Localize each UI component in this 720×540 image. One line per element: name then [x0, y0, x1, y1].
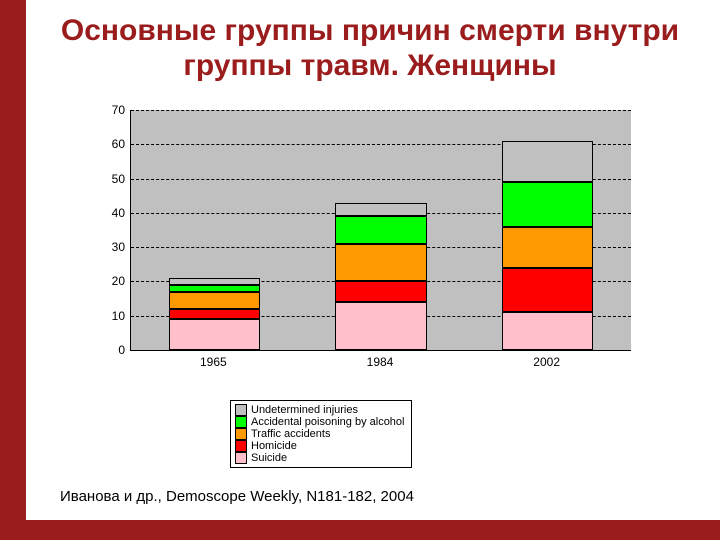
citation: Иванова и др., Demoscope Weekly, N181-18… — [60, 488, 414, 505]
legend-swatch — [235, 416, 247, 428]
y-tick-label: 20 — [90, 274, 125, 288]
bar-segment-suicide — [169, 319, 261, 350]
legend-swatch — [235, 440, 247, 452]
y-tick-label: 40 — [90, 206, 125, 220]
legend-item: Suicide — [235, 452, 405, 464]
y-tick-label: 50 — [90, 172, 125, 186]
legend-label: Homicide — [251, 440, 297, 452]
bar-group — [502, 141, 594, 350]
bar-segment-homicide — [169, 309, 261, 319]
legend-item: Traffic accidents — [235, 428, 405, 440]
legend-swatch — [235, 452, 247, 464]
plot-area — [130, 110, 631, 351]
slide-accent-bottom — [0, 520, 720, 540]
bar-segment-traffic — [169, 292, 261, 309]
bar-group — [335, 203, 427, 350]
bar-segment-traffic — [502, 227, 594, 268]
bar-segment-homicide — [502, 268, 594, 313]
y-tick-label: 10 — [90, 309, 125, 323]
bar-segment-suicide — [502, 312, 594, 350]
legend-swatch — [235, 404, 247, 416]
bar-segment-undet — [502, 141, 594, 182]
bar-segment-undet — [169, 278, 261, 285]
legend-item: Accidental poisoning by alcohol — [235, 416, 405, 428]
legend-label: Suicide — [251, 452, 287, 464]
bar-segment-homicide — [335, 281, 427, 302]
bar-segment-traffic — [335, 244, 427, 282]
x-tick-label: 1965 — [153, 355, 273, 369]
y-tick-label: 30 — [90, 240, 125, 254]
bar-segment-alcohol — [169, 285, 261, 292]
legend-item: Undetermined injuries — [235, 404, 405, 416]
legend-swatch — [235, 428, 247, 440]
x-tick-label: 1984 — [320, 355, 440, 369]
bar-segment-alcohol — [335, 216, 427, 243]
y-tick-label: 70 — [90, 103, 125, 117]
grid-line — [131, 110, 631, 111]
legend-item: Homicide — [235, 440, 405, 452]
bar-group — [169, 278, 261, 350]
slide-accent-left — [0, 0, 26, 520]
y-tick-label: 60 — [90, 137, 125, 151]
chart: 010203040506070 196519842002 — [90, 110, 630, 370]
bar-segment-alcohol — [502, 182, 594, 227]
legend: Undetermined injuriesAccidental poisonin… — [230, 400, 412, 468]
bar-segment-undet — [335, 203, 427, 217]
y-tick-label: 0 — [90, 343, 125, 357]
x-tick-label: 2002 — [487, 355, 607, 369]
bar-segment-suicide — [335, 302, 427, 350]
legend-label: Accidental poisoning by alcohol — [251, 416, 405, 428]
slide-title: Основные группы причин смерти внутри гру… — [40, 14, 700, 83]
legend-label: Undetermined injuries — [251, 404, 358, 416]
legend-label: Traffic accidents — [251, 428, 330, 440]
